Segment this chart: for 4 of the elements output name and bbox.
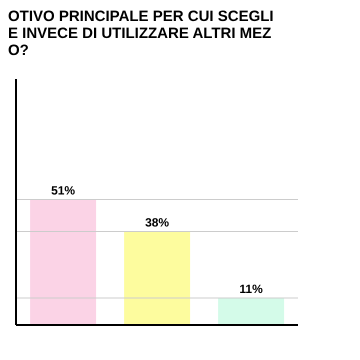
data-label: 51% (51, 184, 76, 198)
data-label: 38% (145, 216, 170, 230)
chart-title: OTIVO PRINCIPALE PER CUI SCEGLI E INVECE DI UTILIZZARE ALTRI MEZ O? (8, 8, 275, 59)
data-label: 11% (239, 282, 264, 296)
